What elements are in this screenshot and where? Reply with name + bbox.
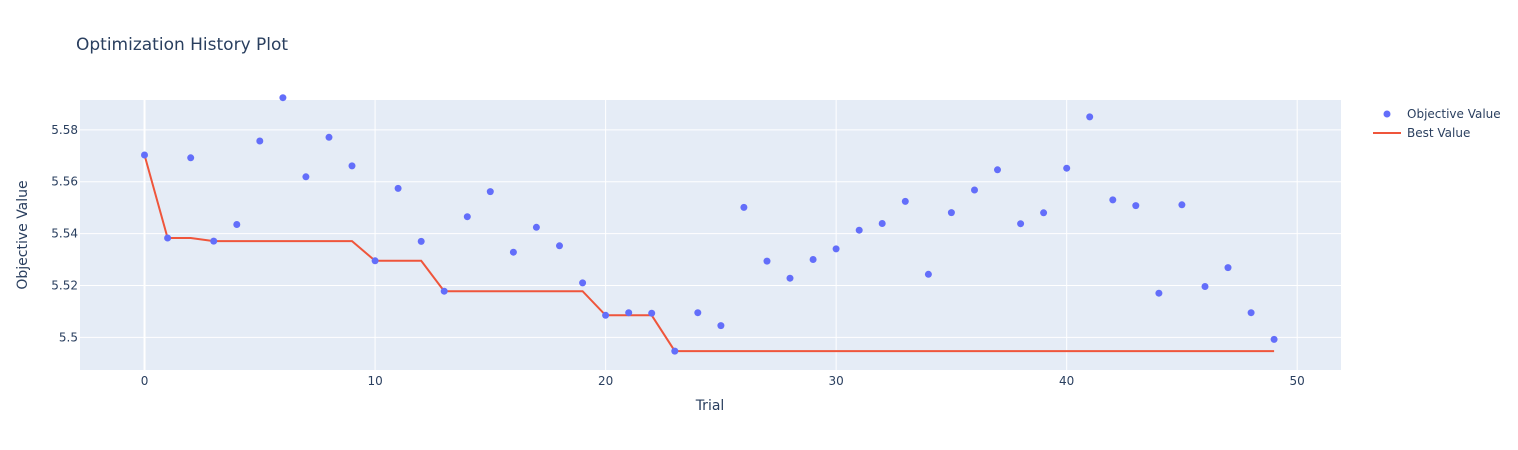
objective-value-point[interactable] [994, 166, 1001, 174]
objective-value-point[interactable] [671, 347, 679, 355]
objective-value-point[interactable] [187, 154, 195, 162]
objective-value-point[interactable] [394, 184, 402, 192]
objective-value-point[interactable] [740, 203, 748, 211]
objective-value-point[interactable] [625, 309, 633, 317]
objective-value-points [141, 94, 1278, 355]
objective-value-point[interactable] [164, 234, 172, 242]
objective-value-point[interactable] [1247, 309, 1255, 317]
objective-value-point[interactable] [256, 137, 264, 145]
objective-value-point[interactable] [210, 237, 218, 245]
legend-label-best-value: Best Value [1407, 126, 1470, 140]
x-tick-label: 10 [367, 374, 382, 388]
objective-value-point[interactable] [971, 186, 978, 194]
objective-value-point[interactable] [648, 309, 656, 317]
objective-value-point[interactable] [1155, 289, 1163, 297]
y-tick-label: 5.52 [51, 278, 78, 292]
objective-value-point[interactable] [1270, 335, 1278, 343]
legend-marker-objective-value [1383, 110, 1391, 118]
objective-value-point[interactable] [1201, 283, 1209, 290]
objective-value-point[interactable] [532, 223, 540, 231]
objective-value-point[interactable] [486, 188, 494, 196]
objective-value-point[interactable] [371, 257, 379, 265]
y-axis-title: Objective Value [15, 180, 31, 289]
objective-value-point[interactable] [463, 213, 471, 221]
y-tick-label: 5.5 [59, 330, 78, 344]
objective-value-point[interactable] [325, 133, 333, 141]
objective-value-point[interactable] [1132, 202, 1140, 210]
objective-value-point[interactable] [1086, 113, 1094, 121]
objective-value-point[interactable] [1224, 264, 1232, 272]
objective-value-point[interactable] [717, 322, 725, 330]
objective-value-point[interactable] [602, 311, 610, 319]
objective-value-point[interactable] [809, 256, 817, 263]
x-tick-label: 50 [1290, 374, 1305, 388]
x-tick-label: 20 [598, 374, 613, 388]
objective-value-point[interactable] [279, 94, 287, 102]
objective-value-point[interactable] [1063, 164, 1071, 172]
x-axis-ticks: 0 10 20 30 40 50 [141, 374, 1305, 388]
y-tick-label: 5.56 [51, 175, 78, 189]
objective-value-point[interactable] [141, 151, 148, 159]
legend-label-objective-value: Objective Value [1407, 107, 1501, 121]
objective-value-point[interactable] [1040, 209, 1048, 217]
best-value-line [143, 154, 1275, 353]
x-axis-title: Trial [695, 398, 725, 414]
objective-value-point[interactable] [233, 221, 241, 228]
x-tick-label: 30 [828, 374, 843, 388]
legend[interactable]: Objective Value Best Value [1373, 107, 1501, 140]
objective-value-point[interactable] [924, 270, 932, 278]
objective-value-point[interactable] [901, 197, 909, 205]
objective-value-point[interactable] [832, 245, 840, 253]
objective-value-point[interactable] [509, 248, 517, 256]
chart-title: Optimization History Plot [76, 35, 288, 55]
grid-lines [80, 100, 1341, 370]
y-tick-label: 5.58 [51, 123, 78, 137]
objective-value-point[interactable] [1017, 220, 1025, 228]
legend-item-objective-value[interactable]: Objective Value [1383, 107, 1501, 121]
objective-value-point[interactable] [878, 220, 886, 227]
objective-value-point[interactable] [556, 242, 563, 250]
objective-value-point[interactable] [947, 209, 955, 217]
x-tick-label: 40 [1059, 374, 1074, 388]
objective-value-point[interactable] [348, 162, 356, 170]
objective-value-point[interactable] [579, 279, 587, 287]
objective-value-point[interactable] [1178, 201, 1186, 209]
objective-value-point[interactable] [1109, 196, 1117, 204]
plot-area [80, 100, 1341, 370]
objective-value-point[interactable] [855, 226, 863, 234]
objective-value-point[interactable] [786, 274, 794, 282]
objective-value-point[interactable] [417, 237, 425, 245]
y-axis-ticks: 5.5 5.52 5.54 5.56 5.58 [51, 123, 78, 344]
objective-value-point[interactable] [302, 173, 310, 181]
y-tick-label: 5.54 [51, 227, 78, 241]
objective-value-point[interactable] [694, 309, 702, 317]
x-tick-label: 0 [141, 374, 149, 388]
objective-value-point[interactable] [763, 257, 771, 265]
legend-item-best-value[interactable]: Best Value [1373, 126, 1470, 140]
objective-value-point[interactable] [440, 287, 448, 295]
series-layer [141, 94, 1278, 355]
